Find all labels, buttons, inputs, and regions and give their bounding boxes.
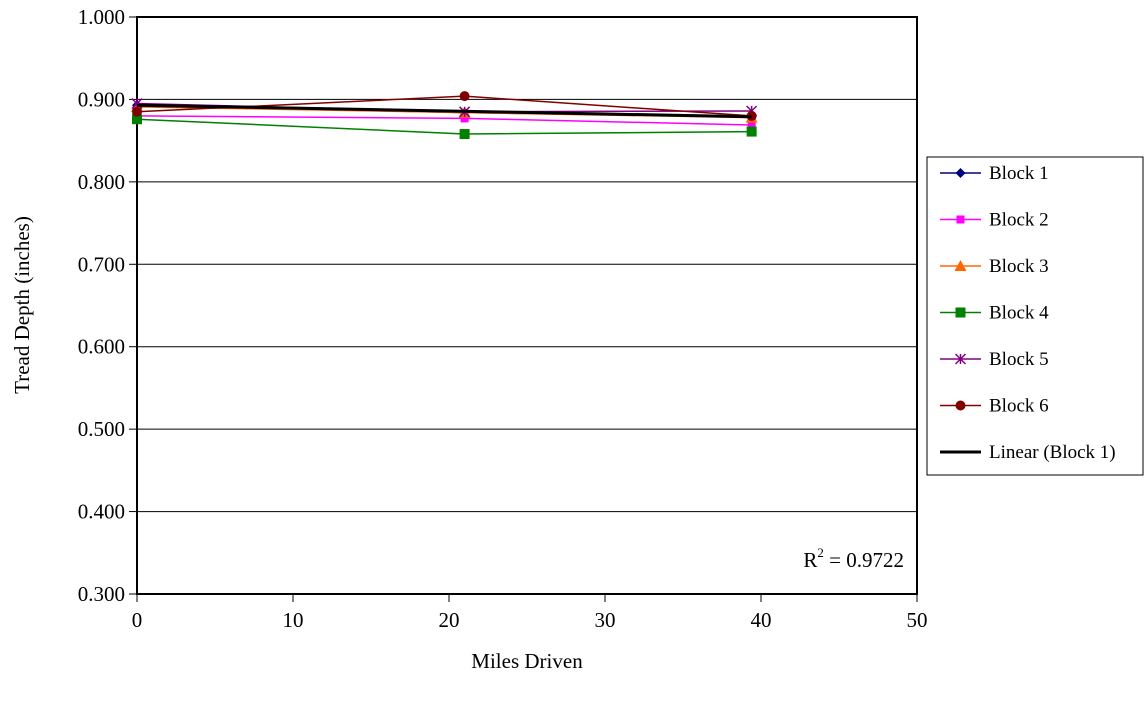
gridlines xyxy=(137,98,917,513)
legend-entry: Block 2 xyxy=(940,210,1049,231)
legend-label: Block 3 xyxy=(989,256,1049,277)
legend-marker xyxy=(955,400,966,411)
legend-marker xyxy=(954,353,967,365)
data-point xyxy=(460,114,469,123)
y-tick-label: 0.300 xyxy=(78,582,125,606)
data-point xyxy=(132,114,142,125)
data-point xyxy=(132,106,142,117)
y-axis-title: Tread Depth (inches) xyxy=(10,216,34,394)
y-tick-label: 0.800 xyxy=(78,170,125,194)
legend-entry: Block 5 xyxy=(940,349,1049,370)
r2-value: = 0.9722 xyxy=(824,548,904,572)
legend-entry: Block 4 xyxy=(940,303,1049,324)
legend-label: Linear (Block 1) xyxy=(989,442,1116,463)
legend-label: Block 6 xyxy=(989,396,1049,417)
series-block-4 xyxy=(132,114,757,140)
legend-entry: Block 6 xyxy=(940,396,1049,417)
y-tick-label: 0.900 xyxy=(78,87,125,111)
trendline xyxy=(136,103,752,119)
r2-superscript: 2 xyxy=(817,545,824,560)
x-tick-label: 30 xyxy=(595,608,616,632)
data-point xyxy=(747,120,756,129)
r2-base: R xyxy=(803,548,817,572)
y-tick-label: 0.600 xyxy=(78,335,125,359)
legend-label: Block 5 xyxy=(989,349,1049,370)
legend: Block 1 Block 2 Block 3 Block 4 Block 5 Block… xyxy=(926,156,1144,476)
r-squared-annotation: R2 = 0.9722 xyxy=(803,545,904,572)
legend-marker xyxy=(956,215,965,224)
legend-entry: Block 1 xyxy=(940,163,1049,184)
legend-marker xyxy=(955,168,966,178)
x-axis-title: Miles Driven xyxy=(471,649,583,673)
x-tick-label: 40 xyxy=(751,608,772,632)
legend-entry: Linear (Block 1) xyxy=(940,442,1116,463)
y-tick-label: 0.400 xyxy=(78,500,125,524)
legend-marker xyxy=(955,307,966,318)
legend-label: Block 1 xyxy=(989,163,1049,184)
y-tick-label: 0.700 xyxy=(78,252,125,276)
legend-entry: Block 3 xyxy=(940,256,1049,277)
y-tick-label: 1.000 xyxy=(78,5,125,29)
data-point xyxy=(459,129,470,140)
legend-marker xyxy=(954,260,967,271)
x-tick-label: 20 xyxy=(439,608,460,632)
y-tick-label: 0.500 xyxy=(78,417,125,441)
trendline-layer xyxy=(136,103,752,119)
data-point xyxy=(459,91,470,102)
x-tick-label: 50 xyxy=(907,608,928,632)
x-tick-label: 10 xyxy=(283,608,304,632)
x-tick-label: 0 xyxy=(132,608,143,632)
plot-area-border xyxy=(136,16,918,595)
axis-ticks: 0.300 0.400 0.500 0.600 0.700 0.800 0.900 1.000… xyxy=(78,5,928,632)
legend-label: Block 2 xyxy=(989,210,1049,231)
legend-label: Block 4 xyxy=(989,303,1049,324)
data-point xyxy=(746,126,757,137)
